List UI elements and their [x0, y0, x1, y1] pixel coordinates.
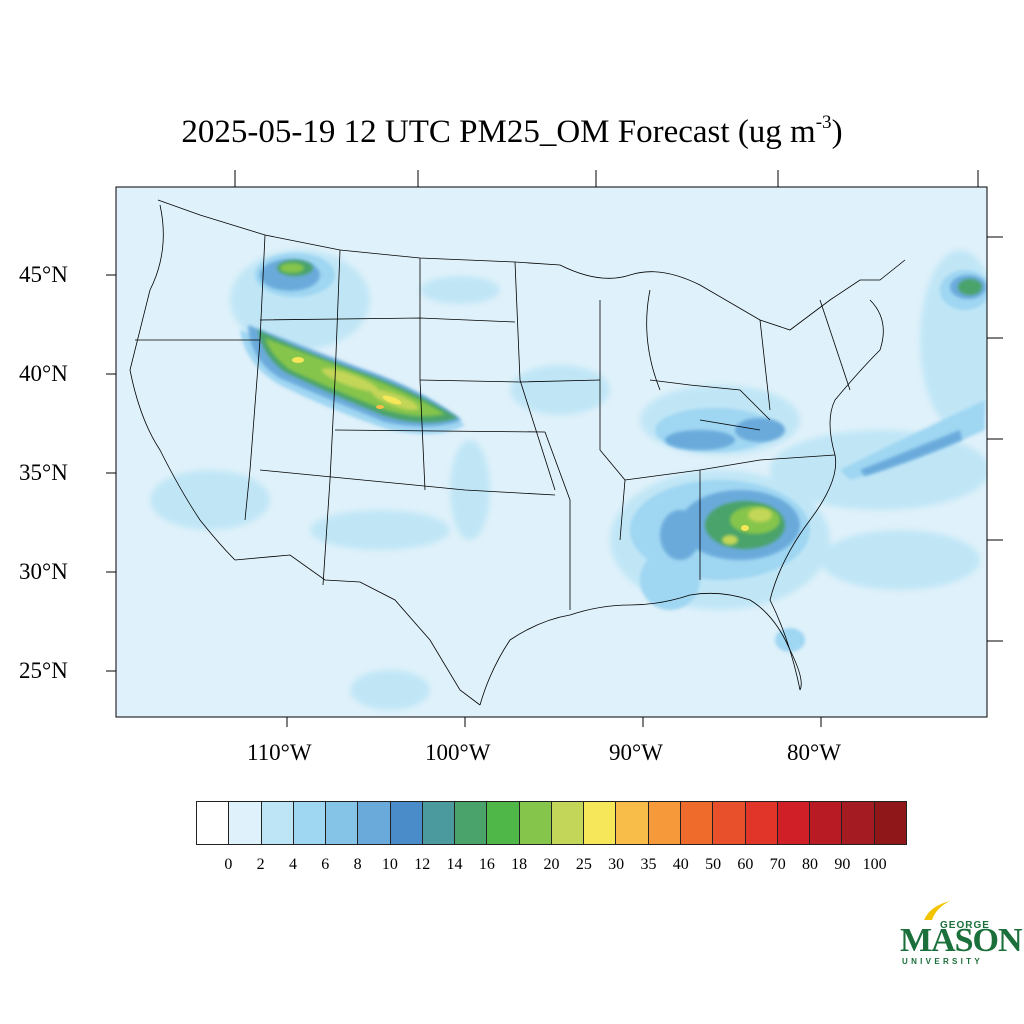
lat-label-45n: 45°N — [19, 262, 68, 287]
colorbar-swatch — [487, 802, 520, 844]
colorbar-swatch — [519, 802, 552, 844]
colorbar-swatch — [455, 802, 488, 844]
colorbar-swatch — [293, 802, 327, 844]
colorbar-tick-label: 80 — [802, 856, 819, 873]
colorbar-swatch — [229, 802, 262, 844]
lon-label-80w: 80°W — [787, 740, 841, 765]
title-close: ) — [831, 114, 843, 150]
lat-label-25n: 25°N — [19, 658, 68, 683]
title-superscript: -3 — [815, 112, 832, 133]
colorbar-swatch — [745, 802, 778, 844]
colorbar-tick-label: 40 — [672, 856, 689, 873]
colorbar-tick-label: 12 — [414, 856, 431, 873]
colorbar-swatch — [874, 802, 906, 844]
axis-ticks — [106, 170, 1003, 727]
colorbar-tick-label: 60 — [737, 856, 754, 873]
colorbar-tick-label: 90 — [834, 856, 851, 873]
colorbar-tick-label: 6 — [321, 856, 330, 873]
logo-mason: MASON — [900, 922, 1023, 959]
colorbar-tick-label: 4 — [288, 856, 297, 873]
lat-label-35n: 35°N — [19, 460, 68, 485]
lon-label-90w: 90°W — [609, 740, 663, 765]
colorbar-tick-label: 20 — [543, 856, 560, 873]
colorbar-tick-label: 16 — [478, 856, 495, 873]
state-boundaries — [129, 199, 906, 706]
colorbar-tick-label: 50 — [705, 856, 722, 873]
map-frame — [115, 186, 988, 718]
colorbar-swatch — [713, 802, 746, 844]
logo-george: GEORGE — [940, 920, 990, 931]
colorbar-swatch — [261, 802, 294, 844]
lon-label-110w: 110°W — [247, 740, 312, 765]
colorbar-swatch — [810, 802, 843, 844]
colorbar-tick-label: 100 — [862, 856, 887, 873]
university-logo: GEORGE MASON UNIVERSITY — [898, 900, 1023, 970]
lon-label-100w: 100°W — [425, 740, 491, 765]
colorbar — [196, 801, 907, 845]
flame-icon — [924, 901, 950, 920]
colorbar-swatch — [777, 802, 811, 844]
colorbar-tick-label: 18 — [511, 856, 528, 873]
colorbar-swatch — [390, 802, 423, 844]
colorbar-tick-label: 0 — [224, 856, 233, 873]
colorbar-swatch — [842, 802, 875, 844]
colorbar-tick-label: 8 — [353, 856, 362, 873]
colorbar-swatch — [422, 802, 456, 844]
colorbar-tick-label: 10 — [381, 856, 398, 873]
colorbar-swatch — [551, 802, 585, 844]
colorbar-swatch — [584, 802, 617, 844]
pm25-field — [150, 250, 987, 710]
page-title: 2025-05-19 12 UTC PM25_OM Forecast (ug m… — [0, 112, 1024, 151]
colorbar-swatch — [680, 802, 714, 844]
title-text: 2025-05-19 12 UTC PM25_OM Forecast (ug m — [181, 114, 816, 150]
colorbar-tick-label: 70 — [769, 856, 786, 873]
colorbar-swatch — [648, 802, 681, 844]
colorbar-swatch — [326, 802, 359, 844]
colorbar-tick-label: 25 — [575, 856, 592, 873]
colorbar-tick-label: 14 — [446, 856, 463, 873]
lat-label-30n: 30°N — [19, 559, 68, 584]
colorbar-tick-label: 35 — [640, 856, 657, 873]
colorbar-swatch — [197, 802, 230, 844]
colorbar-swatch — [616, 802, 649, 844]
lat-label-40n: 40°N — [19, 361, 68, 386]
logo-university: UNIVERSITY — [902, 957, 984, 966]
colorbar-tick-label: 30 — [608, 856, 625, 873]
colorbar-swatch — [358, 802, 391, 844]
colorbar-labels: 0 2 4 6 8 10 12 14 16 18 20 25 30 35 40 50 60 70 80 90 100 — [196, 856, 907, 876]
colorbar-tick-label: 2 — [256, 856, 265, 873]
